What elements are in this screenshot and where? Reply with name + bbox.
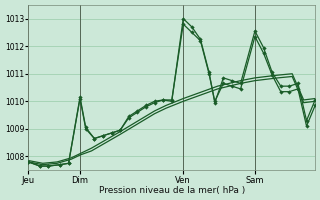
X-axis label: Pression niveau de la mer( hPa ): Pression niveau de la mer( hPa )	[99, 186, 245, 195]
